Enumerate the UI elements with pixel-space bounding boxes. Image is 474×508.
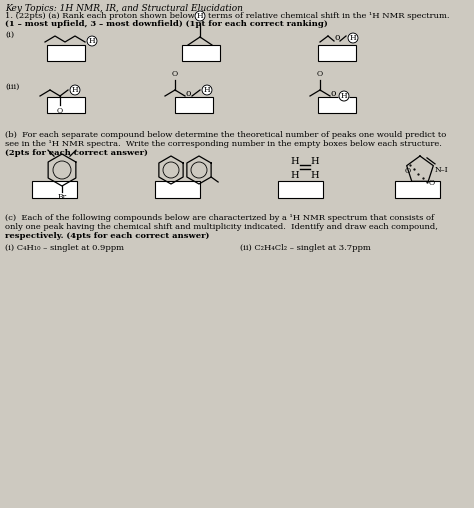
Circle shape [202,85,212,95]
Bar [47,45,85,61]
Bar [395,181,440,198]
Text: (c)  Each of the following compounds below are characterized by a ¹H NMR spectru: (c) Each of the following compounds belo… [5,214,434,222]
Text: H: H [89,37,95,45]
Text: o: o [331,89,337,99]
Text: H: H [310,171,319,179]
Text: (i): (i) [5,31,14,39]
Text: H: H [204,86,210,94]
Text: H: H [291,171,299,179]
Text: Key Topics: 1H NMR, IR, and Structural Elucidation: Key Topics: 1H NMR, IR, and Structural E… [5,4,243,13]
Text: see in the ¹H NMR spectra.  Write the corresponding number in the empty boxes be: see in the ¹H NMR spectra. Write the cor… [5,140,442,148]
Text: (i) C₄H₁₀ – singlet at 0.9ppm: (i) C₄H₁₀ – singlet at 0.9ppm [5,244,124,252]
Text: (b)  For each separate compound below determine the theoretical number of peaks : (b) For each separate compound below det… [5,131,446,139]
Text: O: O [317,70,323,78]
Text: N–I: N–I [435,166,448,174]
Bar [155,181,200,198]
Text: O: O [429,179,435,187]
Text: respectively. (4pts for each correct answer): respectively. (4pts for each correct ans… [5,232,210,240]
Text: O: O [57,107,63,115]
Text: O: O [172,70,178,78]
Text: H: H [72,86,78,94]
Bar [182,45,220,61]
Text: H: H [310,156,319,166]
Text: H: H [341,92,347,100]
Text: (ii) C₂H₄Cl₂ – singlet at 3.7ppm: (ii) C₂H₄Cl₂ – singlet at 3.7ppm [240,244,371,252]
Bar [175,97,213,113]
Bar [318,97,356,113]
Bar [278,181,323,198]
Bar [318,45,356,61]
Text: H: H [197,12,203,20]
Text: (iii): (iii) [5,83,19,91]
Text: H: H [291,156,299,166]
Text: 1. (22pts) (a) Rank each proton shown below in terms of relative chemical shift : 1. (22pts) (a) Rank each proton shown be… [5,12,449,20]
Text: o: o [335,34,340,43]
Text: Br: Br [58,193,67,201]
Text: o: o [186,89,191,99]
Text: (2pts for each correct answer): (2pts for each correct answer) [5,149,148,157]
Circle shape [195,11,205,21]
Bar [47,97,85,113]
Text: only one peak having the chemical shift and multiplicity indicated.  Identify an: only one peak having the chemical shift … [5,223,438,231]
Text: O: O [405,167,411,175]
Circle shape [348,33,358,43]
Circle shape [87,36,97,46]
Circle shape [339,91,349,101]
Text: H: H [350,34,356,42]
Bar [32,181,77,198]
Circle shape [70,85,80,95]
Text: (1 – most upfield, 3 – most downfield) (1pt for each correct ranking): (1 – most upfield, 3 – most downfield) (… [5,20,328,28]
